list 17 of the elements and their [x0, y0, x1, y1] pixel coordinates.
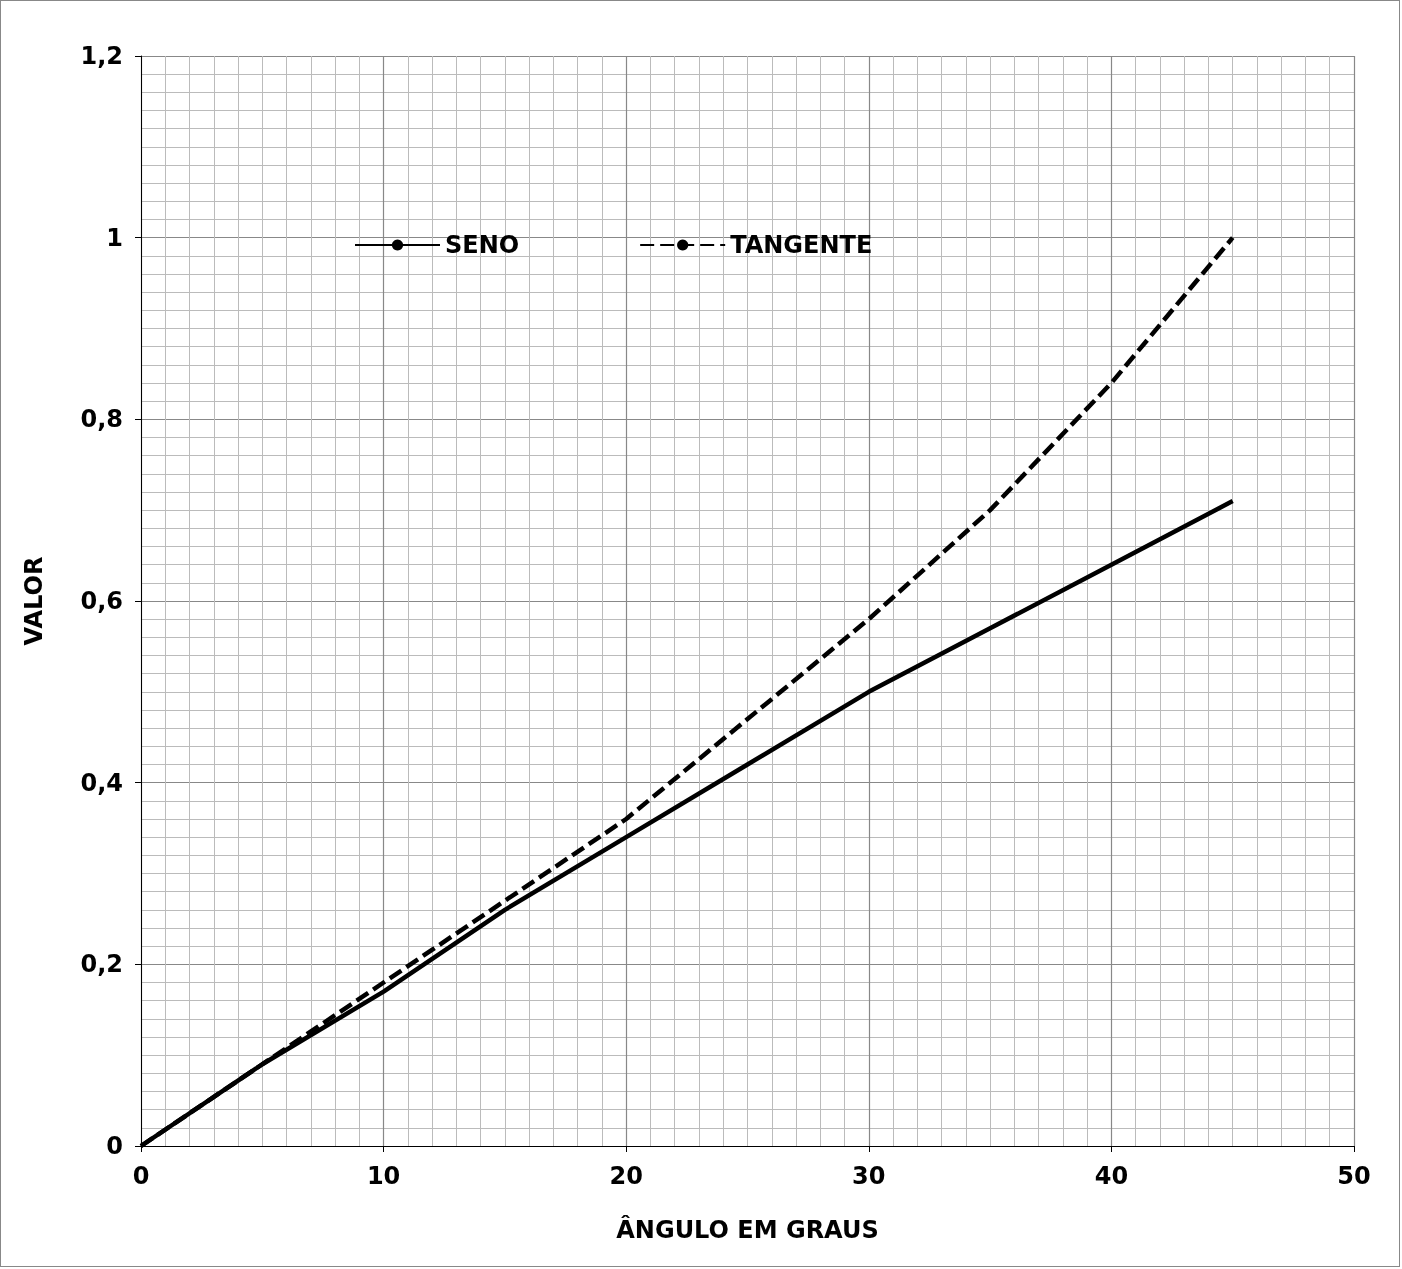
x-tick-label: 10: [366, 1162, 401, 1190]
x-tick-label: 30: [852, 1162, 886, 1190]
y-tick-label: 1,2: [80, 42, 123, 70]
x-tick-label: 50: [1337, 1162, 1371, 1190]
x-axis-title: ÂNGULO EM GRAUS: [616, 1215, 879, 1244]
y-tick-label: 0,8: [80, 405, 123, 434]
y-tick-label: 0: [106, 1132, 123, 1160]
legend-label: TANGENTE: [730, 231, 873, 259]
x-tick-label: 0: [132, 1162, 150, 1190]
y-axis-title: VALOR: [20, 556, 48, 646]
y-tick-label: 0,6: [80, 587, 123, 615]
legend-label: SENO: [445, 231, 520, 259]
x-tick-label: 40: [1094, 1162, 1129, 1190]
y-tick-label: 0,2: [80, 950, 123, 979]
y-tick-label: 1: [106, 223, 123, 252]
x-tick-label: 20: [609, 1162, 643, 1190]
y-tick-label: 0,4: [80, 768, 123, 797]
